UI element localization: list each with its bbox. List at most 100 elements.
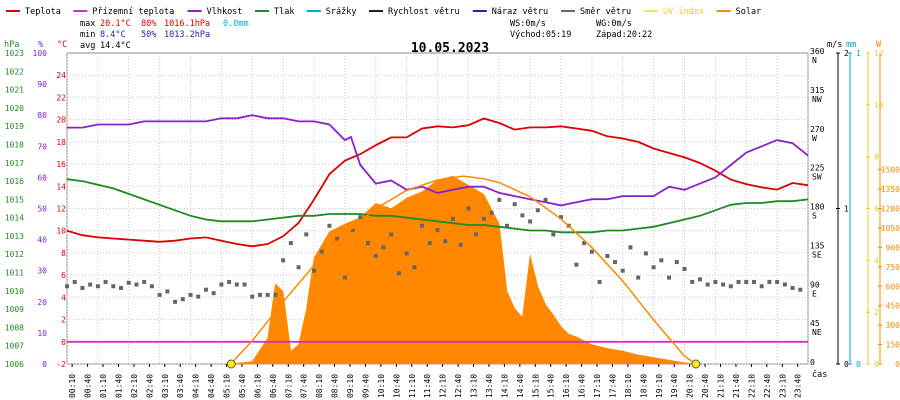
wind-direction-point bbox=[504, 223, 509, 228]
wind-direction-point bbox=[643, 251, 648, 256]
solar-tick-label: 150 bbox=[886, 341, 900, 350]
x-tick-label: 05:40 bbox=[238, 374, 247, 398]
wind-dir-letter: N bbox=[812, 56, 817, 65]
humidity-unit: % bbox=[38, 40, 43, 50]
wind-dir-letter: NW bbox=[812, 95, 822, 104]
wind-direction-point bbox=[535, 208, 540, 213]
x-tick-label: 09:40 bbox=[361, 374, 370, 398]
solar-tick-label: 450 bbox=[886, 302, 900, 311]
x-axis-label: čas bbox=[812, 369, 827, 380]
x-tick-label: 04:40 bbox=[207, 374, 216, 398]
stats-min-hum: 50% bbox=[141, 30, 156, 40]
wind-dir-tick-label: 225 bbox=[810, 164, 825, 173]
y-tick-label: 0 bbox=[61, 338, 66, 347]
wind-direction-point bbox=[481, 216, 486, 221]
y-tick-label: 1008 bbox=[5, 323, 24, 332]
x-tick-label: 01:40 bbox=[114, 374, 123, 398]
temperature-unit: °C bbox=[57, 40, 67, 50]
legend-label: UV index bbox=[663, 7, 704, 17]
wind-direction-point bbox=[180, 297, 185, 302]
stats-avg-temp: 14.4°C bbox=[100, 41, 131, 51]
wind-direction-point bbox=[111, 284, 116, 289]
wind-dir-tick-label: 135 bbox=[810, 241, 825, 250]
wind-direction-point bbox=[705, 282, 710, 287]
y-tick-label: 1021 bbox=[5, 86, 24, 95]
legend-label: Směr větru bbox=[580, 7, 631, 17]
y-tick-label: 1015 bbox=[5, 195, 24, 204]
y-tick-label: 1022 bbox=[5, 67, 24, 76]
wind-direction-point bbox=[736, 279, 741, 284]
y-tick-label: 100 bbox=[33, 49, 48, 58]
y-tick-label: 18 bbox=[56, 138, 66, 147]
y-tick-label: 1007 bbox=[5, 342, 24, 351]
x-tick-label: 06:10 bbox=[253, 374, 262, 398]
x-tick-label: 17:40 bbox=[608, 374, 617, 398]
y-tick-label: 22 bbox=[56, 93, 66, 102]
wind-direction-point bbox=[296, 265, 301, 270]
wind-direction-point bbox=[119, 285, 124, 290]
wind-direction-point bbox=[342, 275, 347, 280]
y-tick-label: 70 bbox=[37, 142, 47, 151]
y-tick-label: 80 bbox=[37, 111, 47, 120]
wind-direction-point bbox=[265, 292, 270, 297]
x-tick-label: 18:10 bbox=[624, 374, 633, 398]
y-tick-label: 1009 bbox=[5, 305, 24, 314]
wind-direction-point bbox=[281, 258, 286, 263]
solar-tick-label: 1500 bbox=[881, 166, 900, 175]
x-tick-label: 14:40 bbox=[516, 374, 525, 398]
wind-direction-point bbox=[713, 279, 718, 284]
wind-direction-point bbox=[520, 213, 525, 218]
wind-direction-point bbox=[420, 223, 425, 228]
wind-direction-point bbox=[474, 232, 479, 237]
x-tick-label: 16:40 bbox=[578, 374, 587, 398]
y-tick-label: 1012 bbox=[5, 250, 24, 259]
wind-direction-point bbox=[597, 279, 602, 284]
x-tick-label: 00:10 bbox=[68, 374, 77, 398]
wind-direction-point bbox=[659, 258, 664, 263]
wind-direction-point bbox=[165, 289, 170, 294]
wind-direction-point bbox=[288, 241, 293, 246]
legend-label: Vlhkost bbox=[207, 7, 243, 17]
legend-label: Rychlost větru bbox=[388, 7, 460, 17]
chart-title: 10.05.2023 bbox=[411, 41, 489, 56]
wind-dir-tick-label: 360 bbox=[810, 47, 825, 56]
x-tick-label: 01:10 bbox=[99, 374, 108, 398]
stats-wg: WG:0m/s bbox=[596, 19, 632, 29]
right-tick-label: 2 bbox=[874, 308, 879, 317]
wind-direction-point bbox=[373, 254, 378, 259]
wind-dir-tick-label: 180 bbox=[810, 203, 825, 212]
y-tick-label: 8 bbox=[61, 249, 66, 258]
solar-tick-label: 600 bbox=[886, 282, 900, 291]
wind-direction-point bbox=[620, 268, 625, 273]
solar-tick-label: 300 bbox=[886, 321, 900, 330]
wind-direction-point bbox=[304, 232, 309, 237]
wind-direction-point bbox=[450, 216, 455, 221]
legend-label: Tlak bbox=[274, 7, 294, 17]
y-tick-label: 1020 bbox=[5, 104, 24, 113]
y-tick-label: 24 bbox=[56, 71, 66, 80]
y-tick-label: 0 bbox=[42, 360, 47, 369]
wind-dir-letter: NE bbox=[812, 328, 822, 337]
x-tick-label: 23:40 bbox=[794, 374, 803, 398]
x-tick-label: 05:10 bbox=[223, 374, 232, 398]
x-tick-label: 13:10 bbox=[470, 374, 479, 398]
solar-area bbox=[230, 175, 696, 365]
wind-direction-point bbox=[95, 284, 100, 289]
stats-max-press: 1016.1hPa bbox=[164, 19, 210, 29]
wind-direction-point bbox=[173, 299, 178, 304]
wind-direction-point bbox=[497, 197, 502, 202]
wind-direction-point bbox=[211, 291, 216, 296]
wind-dir-tick-label: 0 bbox=[810, 358, 815, 367]
solar-tick-label: 1350 bbox=[881, 185, 900, 194]
y-tick-label: 14 bbox=[56, 182, 66, 191]
series-line bbox=[66, 117, 809, 248]
wind-direction-point bbox=[589, 249, 594, 254]
wind-direction-point bbox=[358, 215, 363, 220]
pressure-unit: hPa bbox=[4, 40, 19, 50]
legend-label: Teplota bbox=[25, 7, 61, 17]
wind-direction-point bbox=[188, 292, 193, 297]
wind-direction-point bbox=[682, 266, 687, 271]
wind-direction-point bbox=[72, 279, 77, 284]
wind-direction-point bbox=[396, 271, 401, 276]
wind-direction-point bbox=[690, 279, 695, 284]
